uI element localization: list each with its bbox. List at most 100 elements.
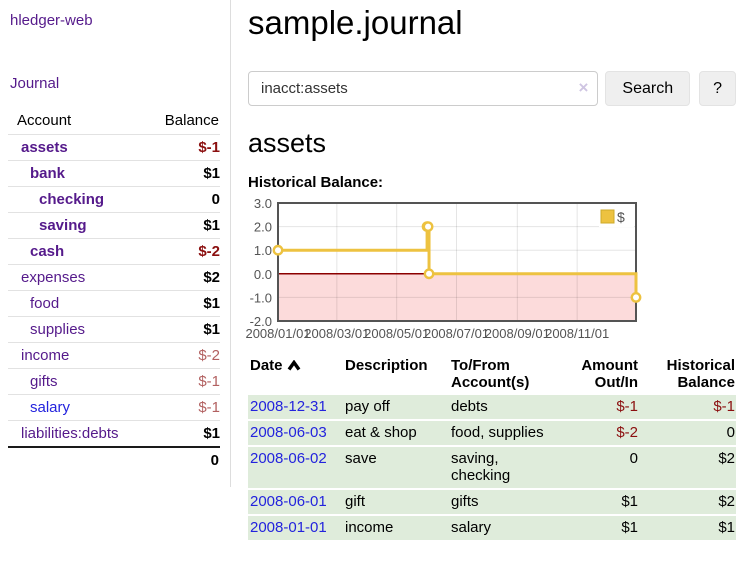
svg-text:2008/05/01: 2008/05/01: [364, 326, 429, 341]
transaction-balance: $2: [639, 447, 736, 488]
sidebar: hledger-web Journal Account Balance asse…: [0, 0, 231, 487]
svg-text:2008/03/01: 2008/03/01: [304, 326, 369, 341]
account-link-food[interactable]: food: [30, 295, 60, 312]
register-table: Date Description To/From Account(s) Amou…: [248, 353, 736, 542]
main-content: sample.journal × Search ? assets Histori…: [245, 0, 736, 542]
account-link-checking[interactable]: checking: [39, 191, 105, 208]
sort-ascending-icon: [287, 358, 301, 375]
svg-text:2008/09/01: 2008/09/01: [485, 326, 550, 341]
chart-title-label: Historical Balance:: [248, 174, 384, 191]
search-input[interactable]: [248, 71, 599, 106]
transaction-amount: 0: [555, 447, 639, 488]
transaction-description: gift: [345, 490, 451, 514]
svg-text:-1.0: -1.0: [250, 290, 272, 305]
search-bar: × Search ?: [248, 71, 736, 106]
account-link-liabilities-debts[interactable]: liabilities:debts: [21, 425, 119, 442]
svg-text:$: $: [617, 209, 625, 225]
account-balance: $-2: [142, 342, 220, 369]
account-row: gifts $-1: [8, 368, 220, 395]
account-balance: $1: [142, 290, 220, 317]
transaction-amount: $1: [555, 490, 639, 514]
transaction-amount: $-2: [555, 421, 639, 445]
account-balance: $-1: [142, 368, 220, 395]
account-row: supplies $1: [8, 316, 220, 343]
account-link-salary[interactable]: salary: [30, 399, 71, 416]
transaction-date-link[interactable]: 2008-12-31: [250, 398, 327, 415]
account-row: cash $-2: [8, 238, 220, 265]
account-row: food $1: [8, 290, 220, 317]
clear-search-icon[interactable]: ×: [578, 78, 589, 97]
svg-text:2008/11/01: 2008/11/01: [545, 326, 609, 341]
transaction-balance: 0: [639, 421, 736, 445]
register-row: 2008-06-03 eat & shop food, supplies $-2 0: [248, 421, 736, 445]
svg-text:3.0: 3.0: [254, 196, 272, 211]
chart-legend: $: [599, 207, 634, 227]
description-column-header: Description: [345, 355, 451, 393]
account-heading: assets: [248, 128, 327, 158]
transaction-date-link[interactable]: 2008-06-01: [250, 493, 327, 510]
account-balance: $-2: [142, 238, 220, 265]
accounts-column-header: Account: [17, 112, 72, 129]
account-link-cash[interactable]: cash: [30, 243, 65, 260]
transaction-accounts: salary: [451, 516, 555, 540]
svg-text:2008/07/01: 2008/07/01: [424, 326, 489, 341]
svg-text:0.0: 0.0: [254, 267, 272, 282]
app-brand-link[interactable]: hledger-web: [10, 12, 93, 29]
account-balance: $-1: [142, 394, 220, 421]
search-input-wrapper: ×: [248, 71, 599, 106]
balance-column-header: Historical Balance: [639, 355, 736, 393]
account-balance: $1: [142, 420, 220, 447]
transaction-balance: $-1: [639, 395, 736, 419]
sidebar-item-journal[interactable]: Journal: [10, 75, 60, 92]
account-link-bank[interactable]: bank: [30, 165, 66, 182]
transaction-balance: $2: [639, 490, 736, 514]
account-row: assets $-1: [8, 134, 220, 161]
account-balance: $1: [142, 212, 220, 239]
transaction-date-link[interactable]: 2008-01-01: [250, 519, 327, 536]
transaction-amount: $1: [555, 516, 639, 540]
page-title: sample.journal: [248, 4, 463, 41]
svg-text:2008/01/01: 2008/01/01: [245, 326, 310, 341]
register-row: 2008-12-31 pay off debts $-1 $-1: [248, 395, 736, 419]
transaction-amount: $-1: [555, 395, 639, 419]
account-link-assets[interactable]: assets: [21, 139, 68, 156]
register-row: 2008-06-02 save saving, checking 0 $2: [248, 447, 736, 488]
amount-column-header: Amount Out/In: [555, 355, 639, 393]
account-row: income $-2: [8, 342, 220, 369]
transaction-balance: $1: [639, 516, 736, 540]
account-link-saving[interactable]: saving: [39, 217, 87, 234]
transaction-accounts: saving, checking: [451, 447, 555, 488]
transaction-date-link[interactable]: 2008-06-03: [250, 424, 327, 441]
transaction-accounts: food, supplies: [451, 421, 555, 445]
account-balance: $1: [142, 316, 220, 343]
help-button[interactable]: ?: [699, 71, 736, 106]
account-row: bank $1: [8, 160, 220, 187]
account-link-supplies[interactable]: supplies: [30, 321, 86, 338]
chart-canvas: $3.0 2.0 1.0 0.0 -1.0 -2.02008/01/012008/03/0…: [245, 196, 642, 341]
accounts-balance-table: Account Balance assets $-1 bank $1 checking 0…: [8, 108, 220, 473]
account-link-income[interactable]: income: [21, 347, 70, 364]
account-balance: $2: [142, 264, 220, 291]
register-header-row: Date Description To/From Account(s) Amou…: [248, 355, 736, 393]
transaction-date-link[interactable]: 2008-06-02: [250, 450, 327, 467]
accounts-column-header: To/From Account(s): [451, 355, 555, 393]
account-link-expenses[interactable]: expenses: [21, 269, 86, 286]
account-balance: $1: [142, 160, 220, 187]
account-balance: 0: [142, 186, 220, 213]
account-row: salary $-1: [8, 394, 220, 421]
search-button[interactable]: Search: [605, 71, 691, 106]
transaction-accounts: debts: [451, 395, 555, 419]
balance-column-header: Balance: [164, 112, 219, 129]
transaction-description: save: [345, 447, 451, 488]
account-row: checking 0: [8, 186, 220, 213]
svg-text:-2.0: -2.0: [250, 314, 272, 329]
register-row: 2008-01-01 income salary $1 $1: [248, 516, 736, 540]
historical-balance-chart: $3.0 2.0 1.0 0.0 -1.0 -2.0 2008/01/01 2008/03/0…: [245, 196, 736, 343]
account-balance: $-1: [142, 134, 220, 161]
transaction-description: pay off: [345, 395, 451, 419]
accounts-total-value: 0: [142, 446, 220, 473]
account-link-gifts[interactable]: gifts: [30, 373, 58, 390]
transaction-description: income: [345, 516, 451, 540]
account-row: expenses $2: [8, 264, 220, 291]
svg-text:1.0: 1.0: [254, 243, 272, 258]
